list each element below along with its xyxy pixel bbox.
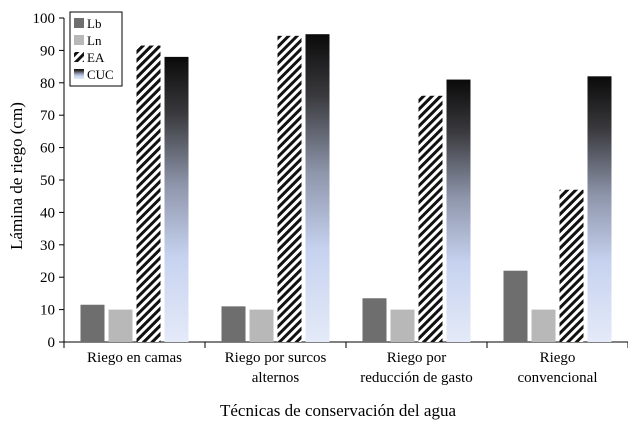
y-tick-label: 70 [40, 108, 55, 124]
category-label: alternos [252, 370, 300, 386]
bar-ea [418, 95, 443, 342]
bar-ea [136, 45, 161, 342]
category-label: Riego en camas [87, 350, 182, 366]
bar-ln [531, 309, 556, 342]
category-label: reducción de gasto [360, 370, 472, 386]
bar-ln [390, 309, 415, 342]
bar-lb [221, 306, 246, 342]
bar-cuc [587, 76, 612, 342]
bar-ea [559, 189, 584, 342]
y-tick-label: 50 [40, 173, 55, 189]
bar-lb [80, 304, 105, 342]
y-tick-label: 10 [40, 303, 55, 319]
x-axis-title: Técnicas de conservación del agua [220, 401, 456, 420]
bar-cuc [305, 34, 330, 342]
y-tick-label: 20 [40, 270, 55, 286]
bar-ea [277, 35, 302, 342]
category-label: Riego por surcos [225, 350, 327, 366]
bar-ln [108, 309, 133, 342]
bar-lb [503, 270, 528, 342]
legend-label-lb: Lb [87, 16, 101, 31]
y-tick-label: 80 [40, 76, 55, 92]
y-tick-label: 30 [40, 238, 55, 254]
legend-label-ea: EA [87, 50, 105, 65]
bar-cuc [446, 79, 471, 342]
y-tick-label: 100 [33, 11, 56, 27]
category-label: convencional [518, 370, 598, 386]
category-label: Riego [540, 350, 576, 366]
legend-swatch-ln [74, 35, 84, 45]
y-tick-label: 60 [40, 141, 55, 157]
bar-cuc [164, 56, 189, 342]
category-label: Riego por [387, 350, 447, 366]
bar-ln [249, 309, 274, 342]
legend-swatch-cuc [74, 69, 84, 79]
legend-label-cuc: CUC [87, 67, 114, 82]
y-tick-label: 40 [40, 205, 55, 221]
y-tick-label: 90 [40, 43, 55, 59]
legend-label-ln: Ln [87, 33, 102, 48]
bar-lb [362, 298, 387, 342]
legend-swatch-lb [74, 18, 84, 28]
legend-swatch-ea [74, 52, 84, 62]
y-tick-label: 0 [48, 335, 56, 351]
y-axis-title: Lámina de riego (cm) [7, 102, 26, 250]
